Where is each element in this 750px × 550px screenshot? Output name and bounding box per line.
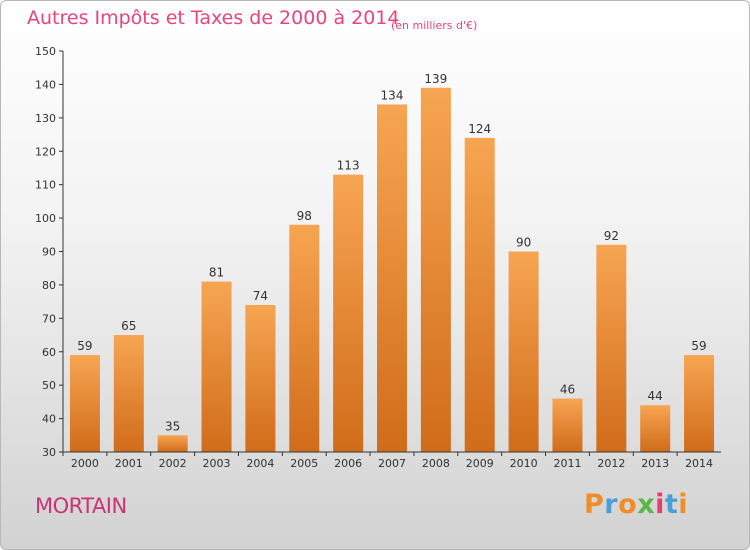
bars-layer: 59 65 35 81 74 98 113 134 139 124 90 46 92 44 59	[69, 72, 715, 452]
bar-2005	[289, 224, 320, 452]
y-tick-label-150: 150	[35, 45, 56, 58]
data-label-2010: 90	[516, 236, 531, 250]
y-tick-label-90: 90	[42, 246, 56, 259]
bar-2011	[552, 398, 583, 452]
x-tick-label-2012: 2012	[597, 457, 625, 470]
data-label-2000: 59	[77, 339, 92, 353]
y-tick-label-70: 70	[42, 312, 56, 325]
y-tick-label-80: 80	[42, 279, 56, 292]
x-tick-label-2014: 2014	[685, 457, 713, 470]
x-tick-label-2011: 2011	[553, 457, 581, 470]
data-label-2001: 65	[121, 319, 136, 333]
data-label-2012: 92	[604, 229, 619, 243]
y-tick-label-120: 120	[35, 145, 56, 158]
chart-title: Autres Impôts et Taxes de 2000 à 2014	[27, 7, 400, 29]
y-tick-label-130: 130	[35, 112, 56, 125]
logo-letter: P	[584, 489, 605, 520]
bar-2007	[377, 104, 407, 452]
y-tick-label-110: 110	[35, 179, 56, 192]
bar-2009	[464, 137, 495, 452]
bar-2010	[508, 251, 539, 452]
x-tick-label-2001: 2001	[115, 457, 143, 470]
bar-2001	[113, 335, 144, 452]
bar-2003	[201, 281, 232, 452]
bar-2004	[245, 304, 276, 452]
bar-2006	[333, 174, 364, 452]
bar-2012	[596, 244, 627, 452]
data-label-2013: 44	[648, 389, 663, 403]
logo-letter: t	[664, 489, 679, 520]
logo-letter: x	[637, 489, 656, 520]
logo-letter: i	[678, 489, 689, 520]
data-label-2014: 59	[691, 339, 706, 353]
chart-subtitle: (en milliers d'€)	[391, 19, 478, 32]
x-tick-label-2002: 2002	[159, 457, 187, 470]
x-tick-label-2007: 2007	[378, 457, 406, 470]
data-label-2003: 81	[209, 266, 224, 280]
data-label-2002: 35	[165, 419, 180, 433]
bar-2013	[640, 405, 671, 452]
x-tick-label-2010: 2010	[510, 457, 538, 470]
y-tick-label-140: 140	[35, 78, 56, 91]
data-label-2008: 139	[424, 72, 447, 86]
y-tick-label-100: 100	[35, 212, 56, 225]
y-tick-label-40: 40	[42, 413, 56, 426]
bar-2000	[69, 355, 100, 452]
commune-name: MORTAIN	[35, 494, 127, 518]
x-tick-label-2009: 2009	[466, 457, 494, 470]
x-tick-label-2008: 2008	[422, 457, 450, 470]
x-tick-label-2005: 2005	[290, 457, 318, 470]
x-tick-label-2003: 2003	[203, 457, 231, 470]
x-tick-label-2013: 2013	[641, 457, 669, 470]
data-label-2011: 46	[560, 383, 575, 397]
y-tick-label-30: 30	[42, 446, 56, 459]
proxiti-logo: Proxiti	[584, 489, 688, 520]
data-label-2004: 74	[253, 289, 268, 303]
bar-2014	[684, 355, 715, 452]
y-tick-label-50: 50	[42, 379, 56, 392]
logo-letter: r	[604, 489, 619, 520]
data-label-2005: 98	[297, 209, 312, 223]
x-tick-label-2004: 2004	[246, 457, 274, 470]
axes-layer: 2000 2001 2002 2003 2004 2005 2006 2007 2008 2009…	[35, 45, 721, 470]
data-label-2006: 113	[337, 159, 360, 173]
logo-letter: i	[655, 489, 665, 520]
data-label-2007: 134	[381, 88, 404, 102]
bar-2008	[420, 87, 451, 452]
data-label-2009: 124	[468, 122, 491, 136]
bar-2002	[157, 435, 188, 452]
x-tick-label-2000: 2000	[71, 457, 99, 470]
logo-letter: o	[618, 489, 638, 520]
y-tick-label-60: 60	[42, 346, 56, 359]
x-tick-label-2006: 2006	[334, 457, 362, 470]
